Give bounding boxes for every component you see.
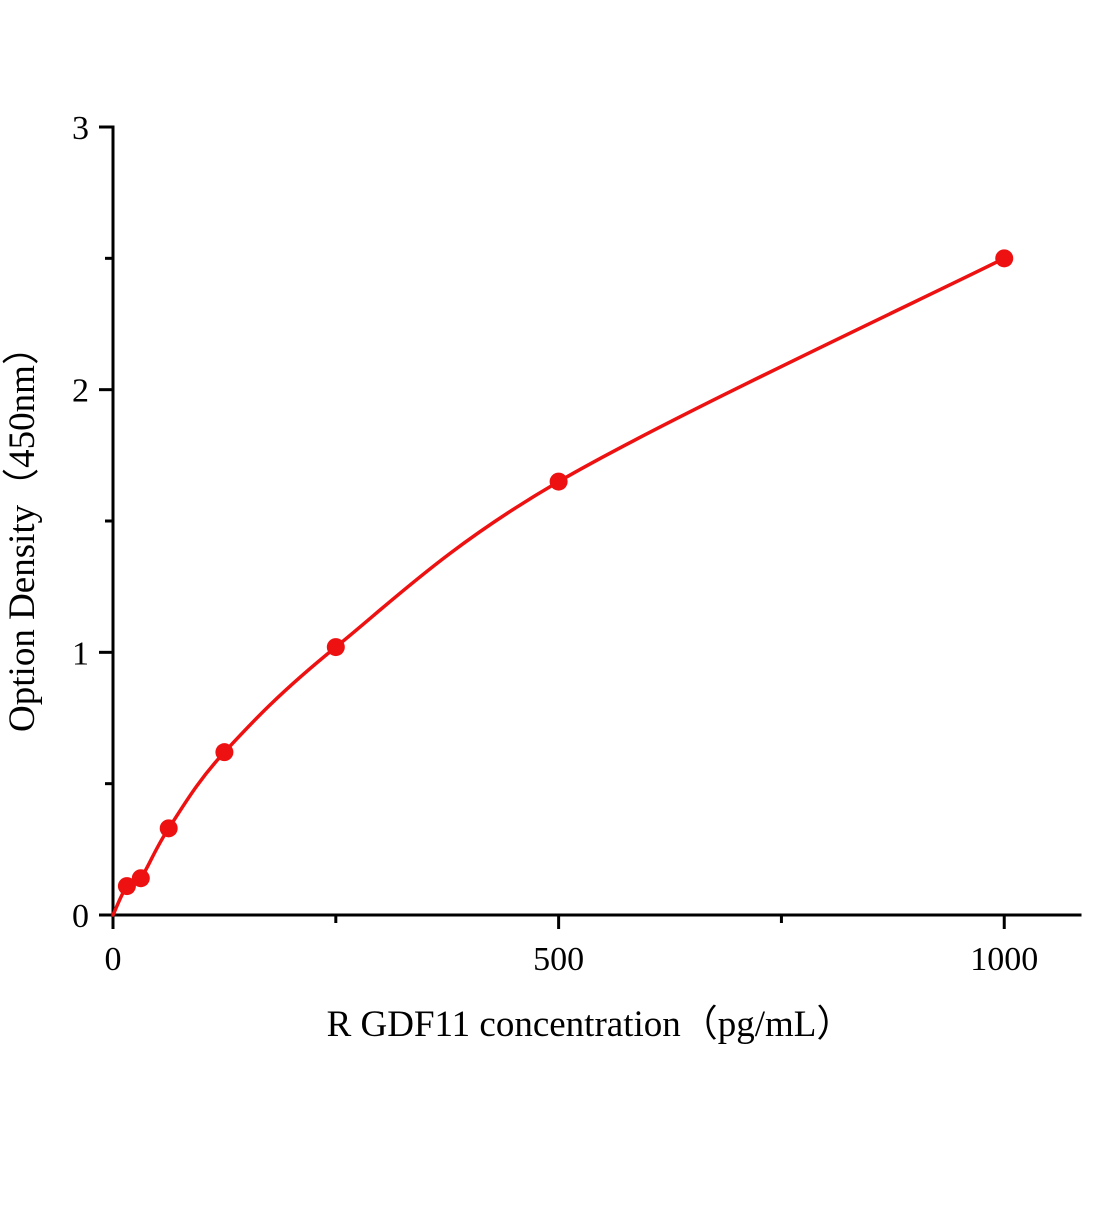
y-tick-label: 3	[72, 110, 89, 147]
x-tick-label: 500	[533, 941, 584, 978]
data-point	[549, 472, 568, 491]
data-point	[159, 819, 178, 838]
data-point	[995, 249, 1014, 268]
y-tick-label: 2	[72, 373, 89, 410]
y-axis-label: Option Density（450nm）	[2, 328, 43, 732]
standard-curve-line	[111, 256, 1006, 917]
y-tick-label: 1	[72, 635, 89, 672]
y-tick-label: 0	[72, 898, 89, 935]
fitted-curve-path	[111, 256, 1006, 917]
x-axis-label: R GDF11 concentration（pg/mL）	[327, 1004, 854, 1045]
data-point	[117, 877, 136, 896]
data-point-markers	[117, 249, 1014, 896]
data-point	[131, 869, 150, 888]
data-point	[326, 638, 345, 657]
tick-marks	[99, 125, 1006, 929]
tick-labels: 0 500 1000 0 1 2 3	[72, 110, 1038, 978]
data-point	[215, 743, 234, 762]
x-tick-label: 1000	[970, 941, 1038, 978]
x-tick-label: 0	[105, 941, 122, 978]
axes	[111, 125, 1082, 917]
